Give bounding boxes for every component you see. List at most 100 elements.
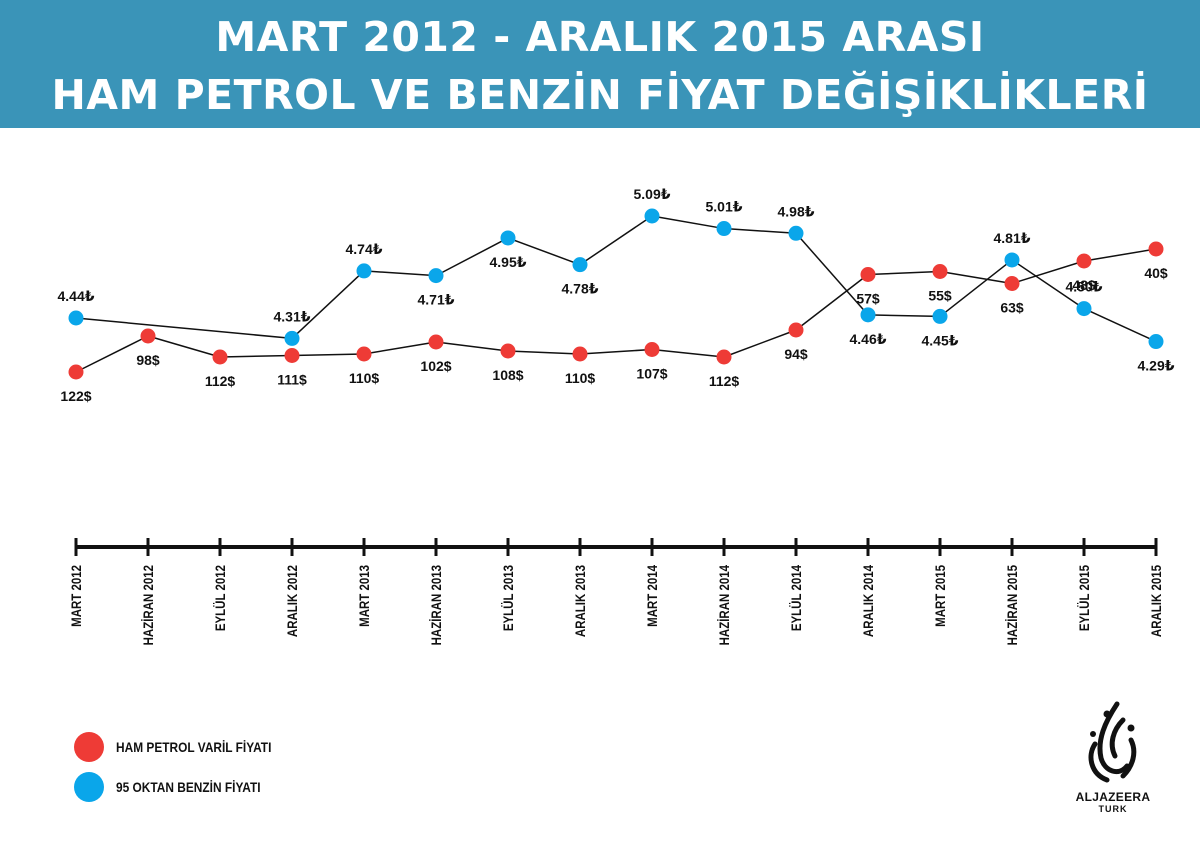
x-tick-label-13: HAZİRAN 2015 (1004, 565, 1020, 645)
series-1-label-3: 111$ (277, 372, 307, 388)
series-1-point-11 (860, 267, 876, 282)
series-0-point-10 (788, 225, 804, 241)
series-0-segment-7 (507, 237, 581, 266)
series-0-label-6: 4.95₺ (490, 254, 527, 270)
series-1-segment-1 (75, 335, 149, 373)
series-0-point-9 (716, 221, 732, 237)
series-1-segment-3 (219, 354, 293, 358)
series-0-point-5 (428, 268, 444, 284)
x-tick-label-8: MART 2014 (644, 564, 660, 627)
legend-item-gasoline: 95 OKTAN BENZİN FİYATI (74, 771, 299, 803)
series-1-point-1 (140, 328, 156, 344)
series-0-point-14 (1076, 301, 1092, 317)
series-0-label-3: 4.31₺ (274, 308, 311, 324)
x-tick-label-7: ARALIK 2013 (572, 565, 588, 637)
series-0-segment-4 (291, 270, 365, 339)
series-0-point-12 (932, 308, 948, 324)
legend-marker-oil (74, 732, 104, 762)
series-1-point-3 (284, 348, 300, 363)
series-0-segment-10 (723, 227, 797, 235)
series-1-label-11: 57$ (856, 291, 880, 307)
x-tick-label-10: EYLÜL 2014 (788, 564, 804, 631)
x-tick-label-14: EYLÜL 2015 (1076, 565, 1092, 631)
series-0-label-15: 4.29₺ (1138, 358, 1175, 374)
legend: HAM PETROL VARİL FİYATI 95 OKTAN BENZİN … (74, 731, 299, 811)
series-1-label-14: 48$ (1072, 277, 1096, 293)
series-1-label-7: 110$ (565, 370, 596, 386)
legend-marker-gasoline (74, 772, 104, 802)
series-0-label-4: 4.74₺ (346, 241, 383, 257)
logo-name: ALJAZEERA (1075, 790, 1151, 804)
series-1-label-2: 112$ (205, 373, 236, 389)
title-banner: MART 2012 - ARALIK 2015 ARASI HAM PETROL… (0, 0, 1200, 128)
series-1-segment-4 (291, 353, 365, 357)
series-1-point-13 (1004, 276, 1020, 291)
legend-item-oil: HAM PETROL VARİL FİYATI (74, 731, 299, 763)
series-1-segment-10 (723, 329, 797, 358)
series-0-point-13 (1004, 252, 1020, 268)
series-0-label-12: 4.45₺ (922, 332, 959, 348)
series-1-point-7 (572, 346, 588, 362)
series-1-segment-5 (363, 341, 437, 355)
series-1-label-12: 55$ (928, 288, 952, 304)
series-1-label-6: 108$ (492, 367, 523, 383)
series-1-point-0 (68, 364, 84, 380)
series-0-segment-8 (579, 215, 653, 266)
series-1-segment-13 (939, 270, 1013, 285)
logo-subtitle: TURK (1098, 804, 1128, 814)
series-1-label-0: 122$ (60, 388, 91, 404)
series-1-segment-7 (507, 350, 581, 355)
legend-label-oil: HAM PETROL VARİL FİYATI (116, 739, 272, 755)
series-1-point-6 (500, 343, 516, 359)
series-0-segment-5 (363, 270, 437, 277)
series-0-label-8: 5.09₺ (634, 186, 671, 202)
series-0-point-15 (1148, 334, 1164, 350)
series-0-segment-13 (939, 259, 1013, 318)
series-0-segment-14 (1011, 259, 1085, 310)
series-1-label-15: 40$ (1144, 265, 1168, 281)
aljazeera-calligraphy-icon (1088, 701, 1137, 783)
series-1-point-9 (716, 349, 732, 365)
series-0-segment-3 (75, 317, 293, 340)
series-1-label-10: 94$ (784, 346, 808, 362)
x-tick-label-2: EYLÜL 2012 (212, 565, 228, 631)
x-tick-label-6: EYLÜL 2013 (500, 565, 516, 631)
series-1-label-5: 102$ (420, 358, 451, 374)
series-1-segment-9 (651, 348, 725, 358)
series-0-point-3 (284, 330, 300, 346)
series-0-label-10: 4.98₺ (778, 203, 815, 219)
series-1-point-10 (788, 322, 804, 338)
series-1-point-15 (1148, 241, 1164, 257)
series-0-segment-6 (435, 237, 509, 277)
series-0-point-7 (572, 257, 588, 273)
series-0-point-4 (356, 263, 372, 279)
series-0-label-11: 4.46₺ (850, 331, 887, 347)
series-0-label-13: 4.81₺ (994, 230, 1031, 246)
x-tick-label-4: MART 2013 (356, 565, 372, 627)
x-tick-label-9: HAZİRAN 2014 (716, 564, 732, 645)
series-0-point-11 (860, 307, 876, 323)
series-0-label-14: 4.50₺ (1066, 279, 1103, 295)
series-1-label-8: 107$ (636, 366, 667, 382)
x-tick-label-15: ARALIK 2015 (1148, 565, 1164, 637)
series-0-point-8 (644, 208, 660, 224)
series-0-segment-9 (651, 215, 725, 230)
series-1-segment-15 (1083, 248, 1157, 262)
series-1-label-1: 98$ (136, 352, 160, 368)
chart-title-line-2: HAM PETROL VE BENZİN FİYAT DEĞİŞİKLİKLER… (51, 71, 1149, 119)
series-1-segment-2 (147, 335, 221, 358)
series-0-segment-11 (795, 232, 869, 316)
series-1-point-14 (1076, 253, 1092, 269)
series-0-label-9: 5.01₺ (706, 199, 743, 215)
series-1-segment-11 (795, 273, 869, 331)
x-tick-label-1: HAZİRAN 2012 (140, 565, 156, 645)
chart-title-line-1: MART 2012 - ARALIK 2015 ARASI (215, 13, 985, 61)
series-1-label-9: 112$ (709, 373, 740, 389)
series-1-segment-12 (867, 270, 941, 276)
x-tick-label-3: ARALIK 2012 (284, 565, 300, 637)
aljazeera-logo: ALJAZEERA TURK (1068, 700, 1158, 830)
series-0-segment-15 (1083, 307, 1157, 343)
series-1-point-8 (644, 342, 660, 357)
series-0-label-7: 4.78₺ (562, 281, 599, 297)
series-0-point-0 (68, 310, 84, 326)
